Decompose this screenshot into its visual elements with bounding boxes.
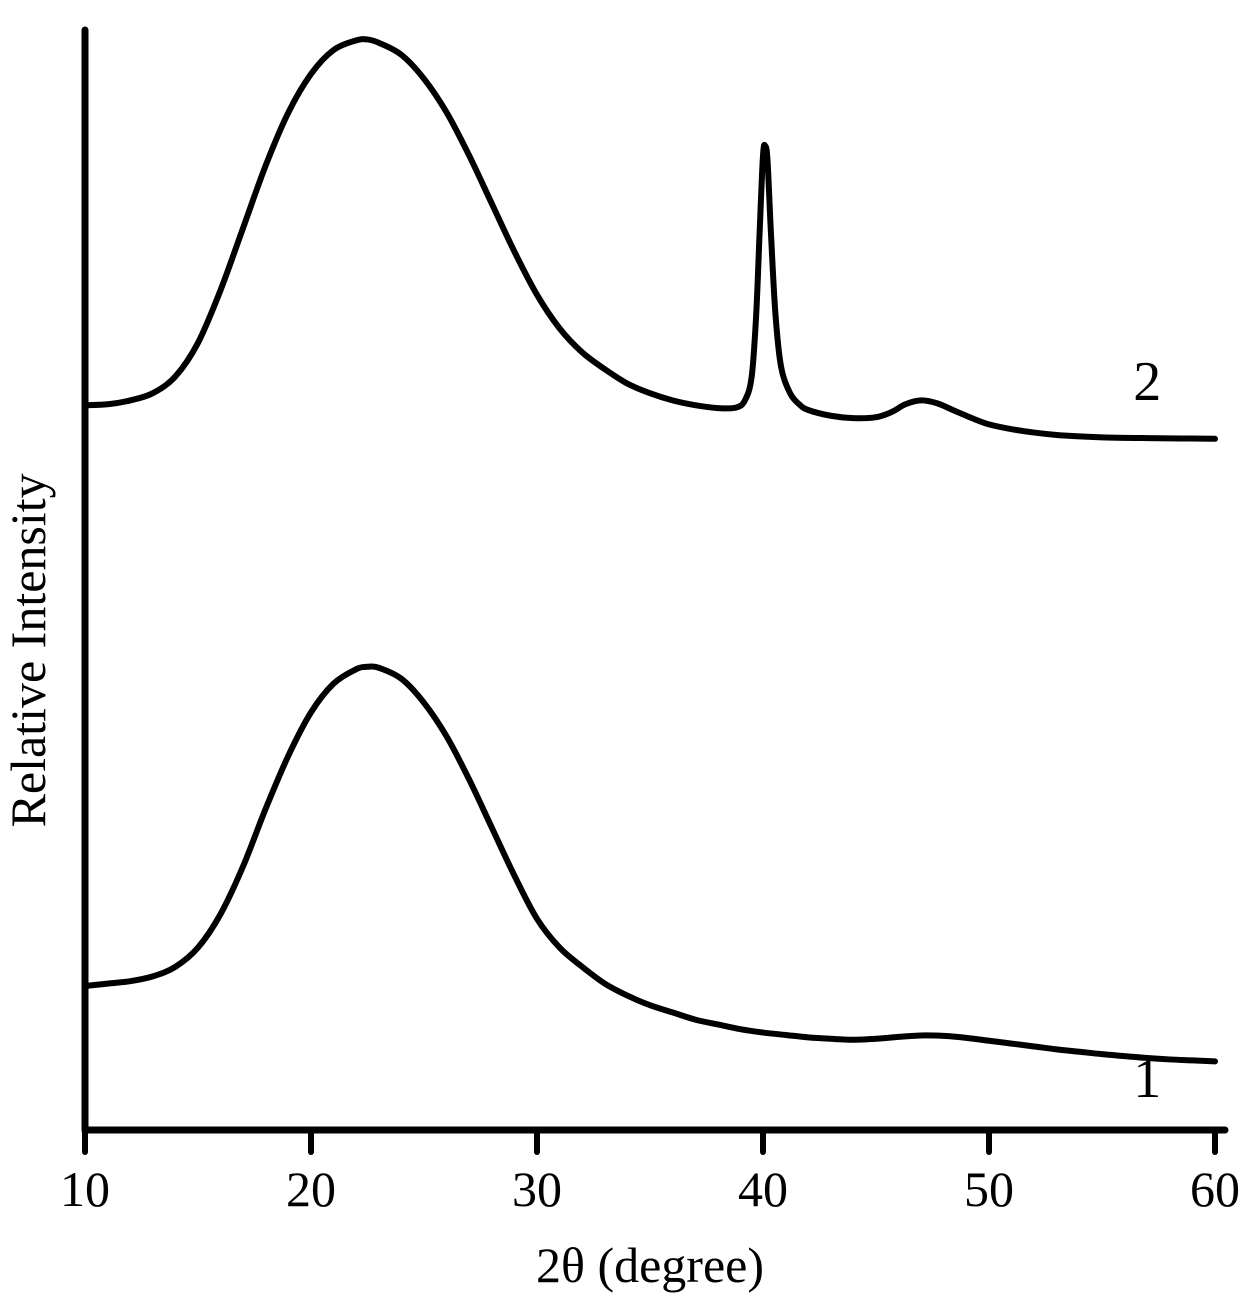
x-tick-label: 30 <box>512 1161 562 1217</box>
curve-2 <box>85 39 1215 439</box>
x-tick-label: 50 <box>964 1161 1014 1217</box>
x-tick-label: 10 <box>60 1161 110 1217</box>
y-axis-label: Relative Intensity <box>0 473 56 827</box>
xrd-chart: 10 20 30 40 50 60 2θ (degree) Relative Intensit… <box>0 0 1240 1296</box>
curve-1 <box>85 666 1215 1061</box>
x-axis-label: 2θ (degree) <box>536 1237 764 1293</box>
x-tick-label: 60 <box>1190 1161 1240 1217</box>
chart-svg: 10 20 30 40 50 60 2θ (degree) Relative Intensit… <box>0 0 1240 1296</box>
curve-1-label: 1 <box>1133 1048 1161 1110</box>
curve-2-label: 2 <box>1133 351 1161 413</box>
x-tick-label: 20 <box>286 1161 336 1217</box>
x-tick-label: 40 <box>738 1161 788 1217</box>
